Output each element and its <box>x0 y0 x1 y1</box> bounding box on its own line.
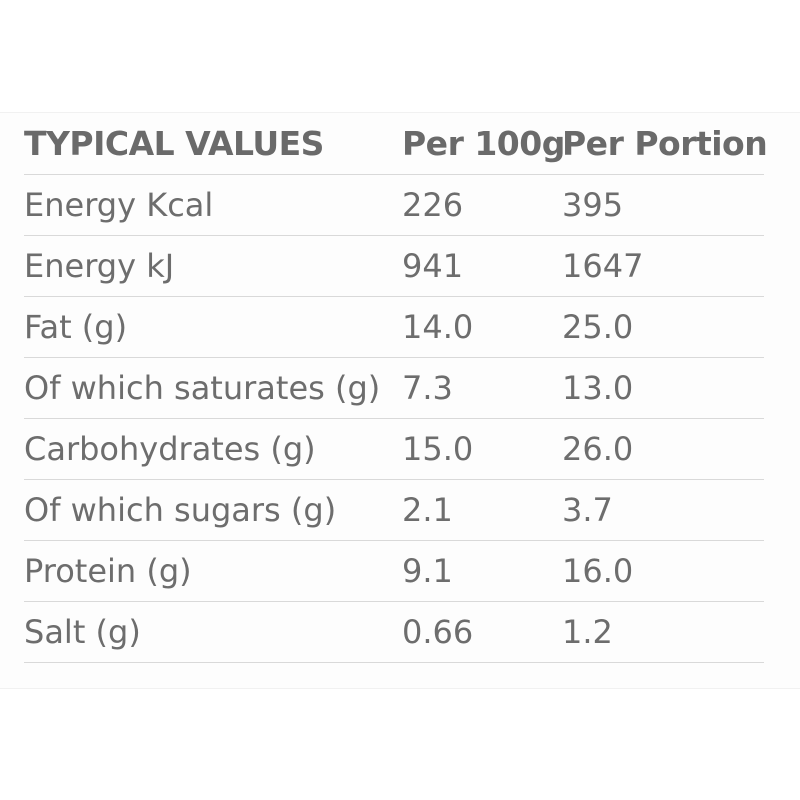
nutrient-name: Energy Kcal <box>24 174 402 236</box>
nutrient-name: Of which sugars (g) <box>24 479 402 541</box>
table-row: Of which sugars (g) 2.1 3.7 <box>24 479 764 541</box>
value-per-portion: 1647 <box>562 235 764 297</box>
table-row: Salt (g) 0.66 1.2 <box>24 601 764 663</box>
value-per-100g: 0.66 <box>402 601 562 663</box>
value-per-100g: 941 <box>402 235 562 297</box>
header-per-100g: Per 100g <box>402 114 565 175</box>
table-row: Of which saturates (g) 7.3 13.0 <box>24 357 764 419</box>
value-per-100g: 9.1 <box>402 540 562 602</box>
nutrient-name: Fat (g) <box>24 296 402 358</box>
nutrient-name: Of which saturates (g) <box>24 357 402 419</box>
value-per-100g: 226 <box>402 174 562 236</box>
value-per-portion: 395 <box>562 174 764 236</box>
header-typical-values: TYPICAL VALUES <box>24 114 402 175</box>
nutrient-name: Energy kJ <box>24 235 402 297</box>
value-per-100g: 15.0 <box>402 418 562 480</box>
value-per-portion: 16.0 <box>562 540 764 602</box>
nutrition-table: TYPICAL VALUES Per 100g Per Portion Ener… <box>24 114 768 663</box>
value-per-portion: 3.7 <box>562 479 764 541</box>
table-row: Protein (g) 9.1 16.0 <box>24 540 764 602</box>
table-header-row: TYPICAL VALUES Per 100g Per Portion <box>24 114 768 175</box>
table-row: Carbohydrates (g) 15.0 26.0 <box>24 418 764 480</box>
table-row: Fat (g) 14.0 25.0 <box>24 296 764 358</box>
value-per-portion: 26.0 <box>562 418 764 480</box>
nutrient-name: Protein (g) <box>24 540 402 602</box>
nutrient-name: Carbohydrates (g) <box>24 418 402 480</box>
nutrient-name: Salt (g) <box>24 601 402 663</box>
value-per-100g: 14.0 <box>402 296 562 358</box>
value-per-portion: 25.0 <box>562 296 764 358</box>
table-row: Energy Kcal 226 395 <box>24 174 764 236</box>
value-per-portion: 1.2 <box>562 601 764 663</box>
value-per-100g: 2.1 <box>402 479 562 541</box>
header-per-portion: Per Portion <box>562 114 768 175</box>
value-per-portion: 13.0 <box>562 357 764 419</box>
table-row: Energy kJ 941 1647 <box>24 235 764 297</box>
value-per-100g: 7.3 <box>402 357 562 419</box>
